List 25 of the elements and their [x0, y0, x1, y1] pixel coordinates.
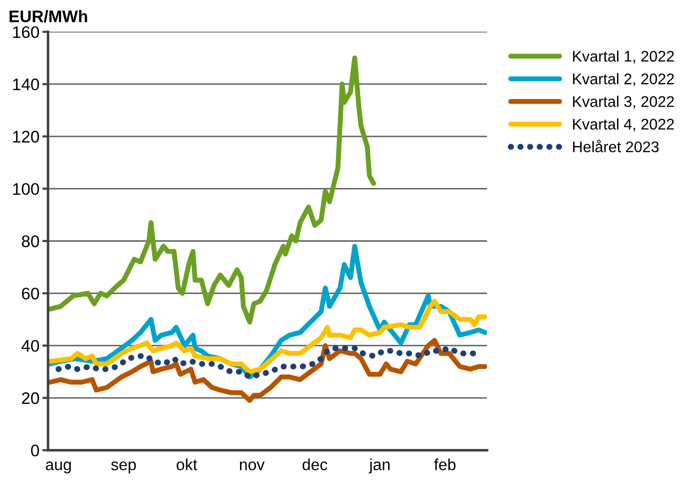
y-tick-label: 100 [13, 183, 40, 195]
legend-label: Kvartal 2, 2022 [573, 73, 674, 86]
x-tick-label: dec [302, 458, 328, 470]
line-series [48, 56, 376, 324]
legend-label: Kvartal 4, 2022 [573, 118, 674, 132]
y-tick-label: 20 [22, 392, 40, 404]
line-series [48, 298, 488, 374]
y-tick-label: 160 [13, 26, 40, 38]
y-tick-label: 120 [13, 130, 40, 143]
x-tick-label: feb [434, 458, 456, 470]
y-tick-label: 80 [22, 235, 40, 248]
y-tick-label: 40 [22, 340, 40, 352]
y-tick-label: 60 [22, 288, 40, 300]
legend-label: Helåret 2023 [573, 140, 659, 152]
x-tick-label: nov [240, 462, 265, 470]
line-series [48, 338, 488, 403]
legend-label: Kvartal 1, 2022 [573, 50, 674, 64]
x-tick-label: aug [46, 462, 71, 474]
x-tick-label: sep [111, 462, 136, 474]
x-tick-label: jan [368, 458, 390, 474]
legend-label: Kvartal 3, 2022 [573, 96, 674, 109]
y-axis-title: EUR/MWh [10, 10, 88, 22]
y-tick-label: 0 [31, 444, 40, 456]
x-tick-label: okt [176, 458, 198, 470]
y-tick-label: 140 [13, 78, 40, 90]
